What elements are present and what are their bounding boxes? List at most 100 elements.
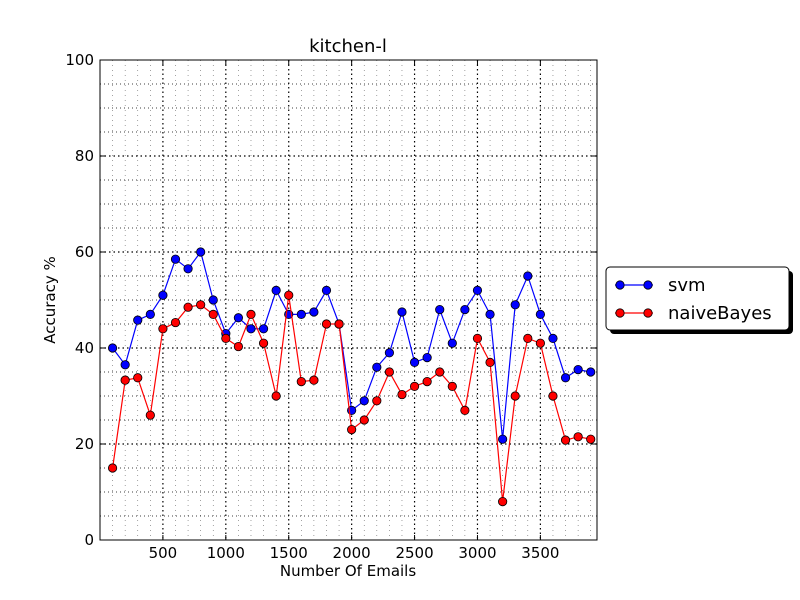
data-point-naiveBayes xyxy=(498,496,508,507)
x-axis-title: Number Of Emails xyxy=(280,562,416,580)
data-point-svm xyxy=(107,343,118,353)
x-tick-label: 1000 xyxy=(207,544,245,562)
data-point-naiveBayes xyxy=(208,309,218,319)
data-point-svm xyxy=(246,324,256,334)
data-point-naiveBayes xyxy=(309,375,319,385)
data-point-svm xyxy=(573,364,583,375)
data-point-naiveBayes xyxy=(284,290,294,300)
y-tick-label: 60 xyxy=(75,243,94,261)
data-point-svm xyxy=(485,309,495,319)
y-tick-label: 80 xyxy=(75,147,94,165)
data-point-naiveBayes xyxy=(145,410,155,420)
data-point-naiveBayes xyxy=(384,367,394,377)
data-point-svm xyxy=(158,290,168,300)
data-point-svm xyxy=(422,352,432,363)
legend: svm naiveBayes xyxy=(605,266,793,334)
data-point-naiveBayes xyxy=(120,375,130,385)
series-layer xyxy=(107,247,596,507)
data-point-naiveBayes xyxy=(334,319,344,329)
data-point-svm xyxy=(359,396,369,406)
data-point-naiveBayes xyxy=(447,381,457,391)
plot-frame xyxy=(99,59,598,541)
data-point-svm xyxy=(586,367,596,377)
data-point-svm xyxy=(535,309,545,319)
y-tick-label: 0 xyxy=(84,531,94,549)
data-point-naiveBayes xyxy=(258,338,269,348)
data-point-svm xyxy=(560,373,571,383)
data-point-naiveBayes xyxy=(196,300,206,310)
data-point-naiveBayes xyxy=(548,391,558,401)
data-point-naiveBayes xyxy=(347,424,357,435)
data-point-svm xyxy=(321,285,332,295)
legend-marker xyxy=(643,280,653,290)
data-point-naiveBayes xyxy=(133,373,143,383)
legend-marker xyxy=(615,308,625,318)
legend-label: naiveBayes xyxy=(668,303,772,324)
data-point-naiveBayes xyxy=(359,415,369,425)
data-point-naiveBayes xyxy=(221,333,231,343)
data-point-naiveBayes xyxy=(183,302,193,312)
series-naiveBayes xyxy=(107,290,596,507)
x-tick-label: 2500 xyxy=(395,544,433,562)
data-point-naiveBayes xyxy=(246,309,256,319)
data-point-svm xyxy=(472,285,483,295)
x-tick-label: 3500 xyxy=(521,544,559,562)
legend-item-naiveBayes: naiveBayes xyxy=(615,303,772,324)
data-point-svm xyxy=(120,360,130,370)
data-point-svm xyxy=(309,307,319,317)
data-point-svm xyxy=(372,362,382,372)
data-point-naiveBayes xyxy=(170,317,181,328)
data-point-naiveBayes xyxy=(158,324,168,334)
data-point-naiveBayes xyxy=(271,391,281,401)
axis-ticks xyxy=(100,59,597,541)
tick-labels: 0 20 40 60 80 100 500 1000 1500 2000 2500 3000 3500 xyxy=(65,51,559,562)
legend-item-svm: svm xyxy=(615,275,706,296)
data-point-naiveBayes xyxy=(296,376,306,387)
y-axis-title: Accuracy % xyxy=(41,256,59,344)
data-point-svm xyxy=(196,247,206,257)
legend-marker xyxy=(643,308,653,318)
data-point-svm xyxy=(145,309,155,319)
data-point-svm xyxy=(409,357,420,367)
x-tick-label: 1500 xyxy=(270,544,308,562)
data-point-naiveBayes xyxy=(560,435,571,445)
data-point-naiveBayes xyxy=(573,432,583,442)
data-point-svm xyxy=(460,304,470,315)
data-point-naiveBayes xyxy=(535,338,545,348)
x-tick-label: 2000 xyxy=(333,544,371,562)
y-tick-label: 20 xyxy=(75,435,94,453)
data-point-naiveBayes xyxy=(485,357,495,367)
data-point-svm xyxy=(510,300,520,310)
data-point-svm xyxy=(133,315,143,325)
x-tick-label: 500 xyxy=(149,544,178,562)
chart-title: kitchen-l xyxy=(309,36,387,57)
data-point-svm xyxy=(384,348,394,358)
data-point-naiveBayes xyxy=(523,333,533,343)
grid xyxy=(100,60,597,540)
data-point-svm xyxy=(208,295,218,305)
data-point-naiveBayes xyxy=(372,396,382,406)
data-point-svm xyxy=(447,338,457,348)
data-point-svm xyxy=(258,324,269,334)
data-point-svm xyxy=(523,271,533,281)
data-point-svm xyxy=(435,304,445,315)
data-point-naiveBayes xyxy=(510,391,520,401)
legend-marker xyxy=(615,280,625,290)
legend-label: svm xyxy=(668,275,706,296)
data-point-svm xyxy=(170,254,181,264)
data-point-svm xyxy=(397,307,407,317)
data-point-naiveBayes xyxy=(472,333,483,343)
data-point-naiveBayes xyxy=(422,376,432,387)
data-point-naiveBayes xyxy=(107,463,118,473)
data-point-naiveBayes xyxy=(409,381,420,391)
data-point-svm xyxy=(271,285,281,295)
data-point-naiveBayes xyxy=(435,367,445,377)
data-point-naiveBayes xyxy=(397,389,407,400)
y-tick-label: 40 xyxy=(75,339,94,357)
y-tick-label: 100 xyxy=(65,51,94,69)
data-point-naiveBayes xyxy=(233,341,244,352)
data-point-svm xyxy=(498,434,508,444)
data-point-naiveBayes xyxy=(586,434,596,444)
data-point-naiveBayes xyxy=(321,319,332,329)
